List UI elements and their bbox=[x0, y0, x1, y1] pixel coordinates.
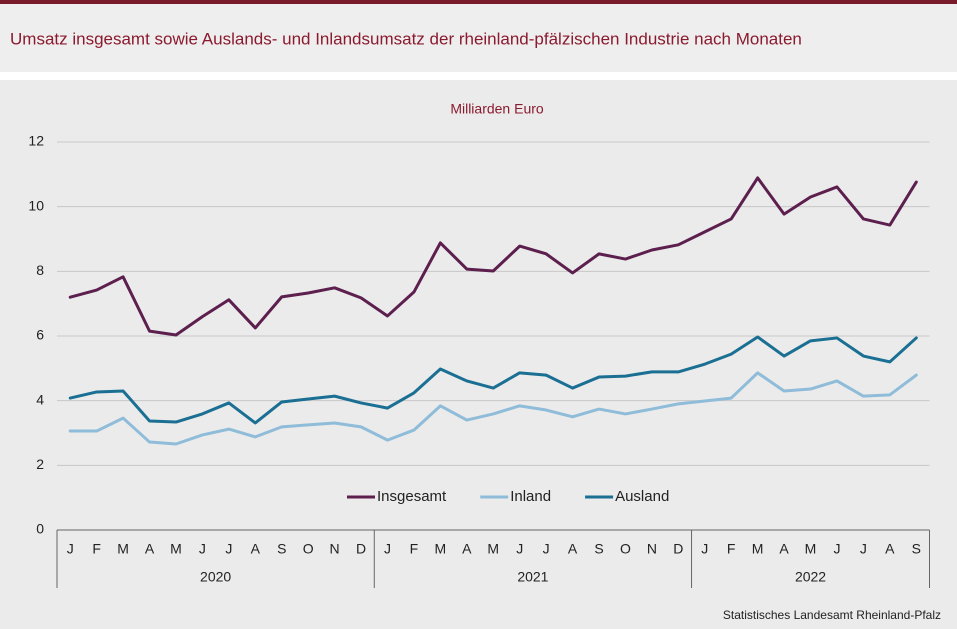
x-tick-label: A bbox=[779, 541, 789, 557]
x-tick-label: F bbox=[410, 541, 419, 557]
x-tick-label: M bbox=[805, 541, 817, 557]
x-tick-label: J bbox=[225, 541, 232, 557]
x-tick-label: J bbox=[67, 541, 74, 557]
x-tick-label: N bbox=[330, 541, 340, 557]
x-tick-label: O bbox=[303, 541, 314, 557]
x-tick-label: M bbox=[752, 541, 764, 557]
group-label: 2020 bbox=[200, 569, 231, 585]
x-tick-label: J bbox=[543, 541, 550, 557]
x-tick-label: D bbox=[673, 541, 683, 557]
x-tick-label: M bbox=[117, 541, 129, 557]
series-line bbox=[68, 176, 918, 337]
x-tick-label: J bbox=[701, 541, 708, 557]
x-tick-label: F bbox=[727, 541, 736, 557]
header bbox=[0, 4, 957, 72]
x-tick-label: A bbox=[251, 541, 261, 557]
x-tick-label: J bbox=[833, 541, 840, 557]
series-line bbox=[68, 335, 918, 425]
x-tick-label: A bbox=[462, 541, 472, 557]
x-tick-label: J bbox=[860, 541, 867, 557]
y-tick-label: 12 bbox=[28, 133, 44, 149]
x-tick-label: J bbox=[199, 541, 206, 557]
x-tick-label: O bbox=[620, 541, 631, 557]
x-tick-label: M bbox=[435, 541, 447, 557]
y-tick-label: 0 bbox=[36, 521, 44, 537]
x-tick-label: S bbox=[912, 541, 921, 557]
x-tick-label: A bbox=[568, 541, 578, 557]
group-label: 2021 bbox=[517, 569, 548, 585]
top-bar bbox=[0, 0, 957, 4]
chart-area bbox=[0, 80, 957, 629]
chart-title: Umsatz insgesamt sowie Auslands- und Inl… bbox=[10, 29, 802, 48]
x-tick-label: J bbox=[516, 541, 523, 557]
x-tick-label: D bbox=[356, 541, 366, 557]
x-tick-label: A bbox=[885, 541, 895, 557]
series-line bbox=[68, 371, 918, 446]
y-tick-label: 2 bbox=[36, 456, 44, 472]
legend-label: Insgesamt bbox=[377, 488, 447, 505]
x-tick-label: F bbox=[92, 541, 101, 557]
y-tick-label: 8 bbox=[36, 262, 44, 278]
x-tick-label: S bbox=[277, 541, 286, 557]
x-tick-label: M bbox=[170, 541, 182, 557]
legend-label: Inland bbox=[510, 488, 551, 505]
y-tick-label: 6 bbox=[36, 327, 44, 343]
x-tick-label: A bbox=[145, 541, 155, 557]
unit-label: Milliarden Euro bbox=[450, 101, 544, 117]
x-tick-label: J bbox=[384, 541, 391, 557]
source: Statistisches Landesamt Rheinland-Pfalz bbox=[723, 608, 941, 622]
y-tick-label: 10 bbox=[28, 197, 44, 213]
group-label: 2022 bbox=[795, 569, 826, 585]
y-tick-label: 4 bbox=[36, 391, 44, 407]
x-tick-label: M bbox=[487, 541, 499, 557]
legend-label: Ausland bbox=[615, 488, 669, 505]
x-tick-label: S bbox=[594, 541, 603, 557]
x-tick-label: N bbox=[647, 541, 657, 557]
